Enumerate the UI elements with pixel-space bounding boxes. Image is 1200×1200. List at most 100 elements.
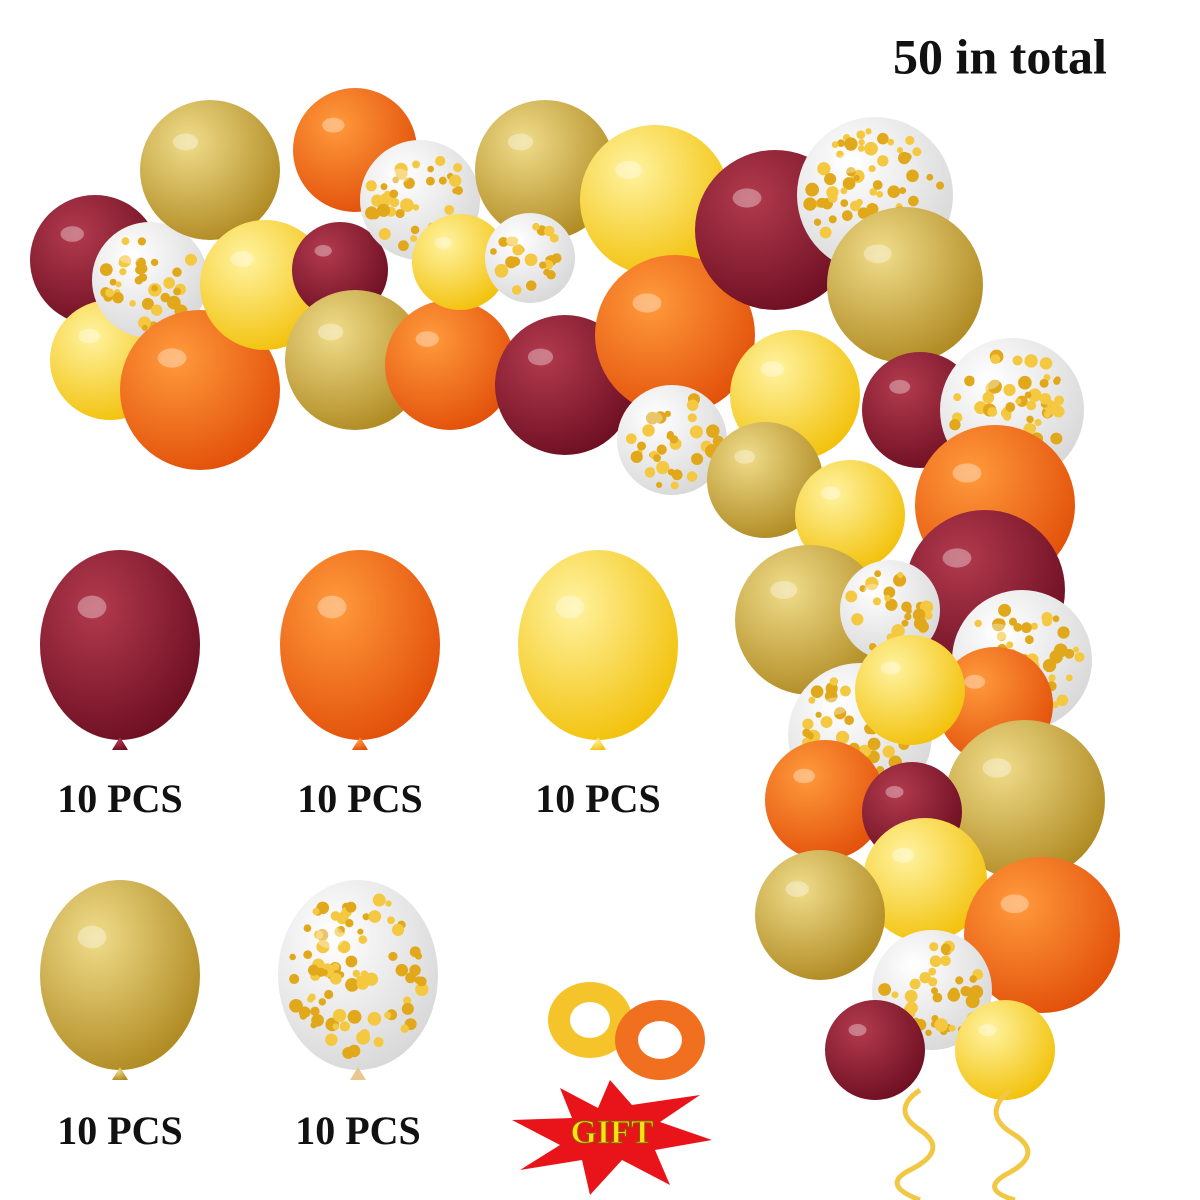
confetti (163, 277, 175, 289)
highlight (833, 154, 862, 174)
confetti (412, 204, 420, 211)
confetti (135, 265, 145, 275)
confetti (138, 316, 151, 330)
confetti (384, 1011, 392, 1019)
highlight (900, 958, 922, 974)
confetti (410, 225, 420, 235)
item-label: 10 PCS (57, 1108, 183, 1153)
confetti (1051, 701, 1059, 709)
balloon (765, 740, 885, 860)
highlight (506, 234, 523, 246)
confetti (810, 685, 824, 699)
ribbon-rolls (548, 982, 705, 1080)
confetti (912, 147, 922, 157)
confetti (365, 180, 377, 192)
confetti (330, 911, 341, 921)
confetti (940, 943, 951, 954)
confetti (864, 141, 878, 156)
gift-label: GIFT (570, 1114, 653, 1151)
confetti (400, 198, 414, 213)
highlight (978, 1024, 997, 1036)
confetti (105, 288, 114, 298)
confetti (987, 407, 998, 417)
confetti (884, 594, 891, 602)
confetti (1030, 622, 1038, 630)
confetti (99, 263, 113, 276)
confetti (656, 481, 663, 488)
confetti (403, 177, 415, 189)
confetti (438, 176, 447, 185)
confetti (444, 205, 454, 214)
balloon (863, 818, 987, 942)
confetti (687, 413, 697, 423)
item-label: 10 PCS (297, 776, 423, 821)
confetti (904, 989, 918, 1003)
confetti (891, 624, 905, 638)
confetti (312, 907, 320, 916)
highlight (230, 251, 254, 267)
item-label: 10 PCS (535, 776, 661, 821)
confetti (1006, 641, 1014, 649)
highlight (982, 758, 1012, 778)
confetti (380, 183, 388, 191)
confetti (887, 138, 895, 146)
confetti (409, 946, 421, 958)
confetti (837, 139, 845, 148)
confetti (289, 973, 300, 985)
confetti (316, 939, 330, 954)
highlight (507, 133, 534, 151)
confetti (820, 716, 833, 729)
confetti (389, 189, 399, 199)
item-label: 10 PCS (295, 1108, 421, 1153)
confetti (990, 354, 1001, 365)
balloon (120, 310, 280, 470)
confetti (901, 619, 909, 627)
confetti (137, 237, 146, 246)
confetti (378, 228, 391, 241)
confetti (928, 977, 938, 987)
confetti (904, 613, 912, 621)
confetti (859, 585, 867, 593)
balloon-types: 10 PCS 10 PCS 10 PCS 10 PCS 10 PCS (40, 550, 678, 1153)
confetti (289, 953, 296, 961)
confetti (1012, 355, 1023, 366)
confetti (908, 195, 919, 207)
confetti (356, 975, 363, 982)
balloon (827, 207, 983, 363)
confetti (996, 631, 1007, 642)
confetti (656, 444, 667, 455)
string (894, 1087, 936, 1200)
highlight (785, 881, 809, 897)
confetti (856, 198, 863, 206)
balloon (964, 857, 1120, 1013)
confetti (150, 258, 159, 267)
confetti (982, 391, 995, 404)
confetti (395, 167, 408, 180)
confetti (372, 893, 386, 907)
confetti (1072, 646, 1080, 653)
balloon (825, 1000, 925, 1100)
confetti (173, 287, 181, 296)
balloon (280, 550, 440, 740)
confetti (409, 964, 421, 977)
confetti (303, 950, 313, 959)
confetti (934, 1018, 948, 1032)
balloon (855, 635, 965, 745)
confetti (805, 182, 820, 197)
highlight (848, 1024, 867, 1036)
highlight (314, 245, 332, 257)
confetti (1008, 617, 1018, 626)
confetti (115, 281, 122, 288)
highlight (172, 133, 199, 151)
highlight (892, 847, 915, 863)
highlight (942, 548, 972, 568)
confetti (546, 270, 556, 280)
confetti (953, 393, 962, 402)
confetti (395, 208, 405, 219)
balloon (795, 460, 905, 570)
highlight (734, 449, 756, 464)
confetti (828, 215, 837, 224)
confetti (878, 985, 886, 993)
confetti (906, 169, 919, 183)
